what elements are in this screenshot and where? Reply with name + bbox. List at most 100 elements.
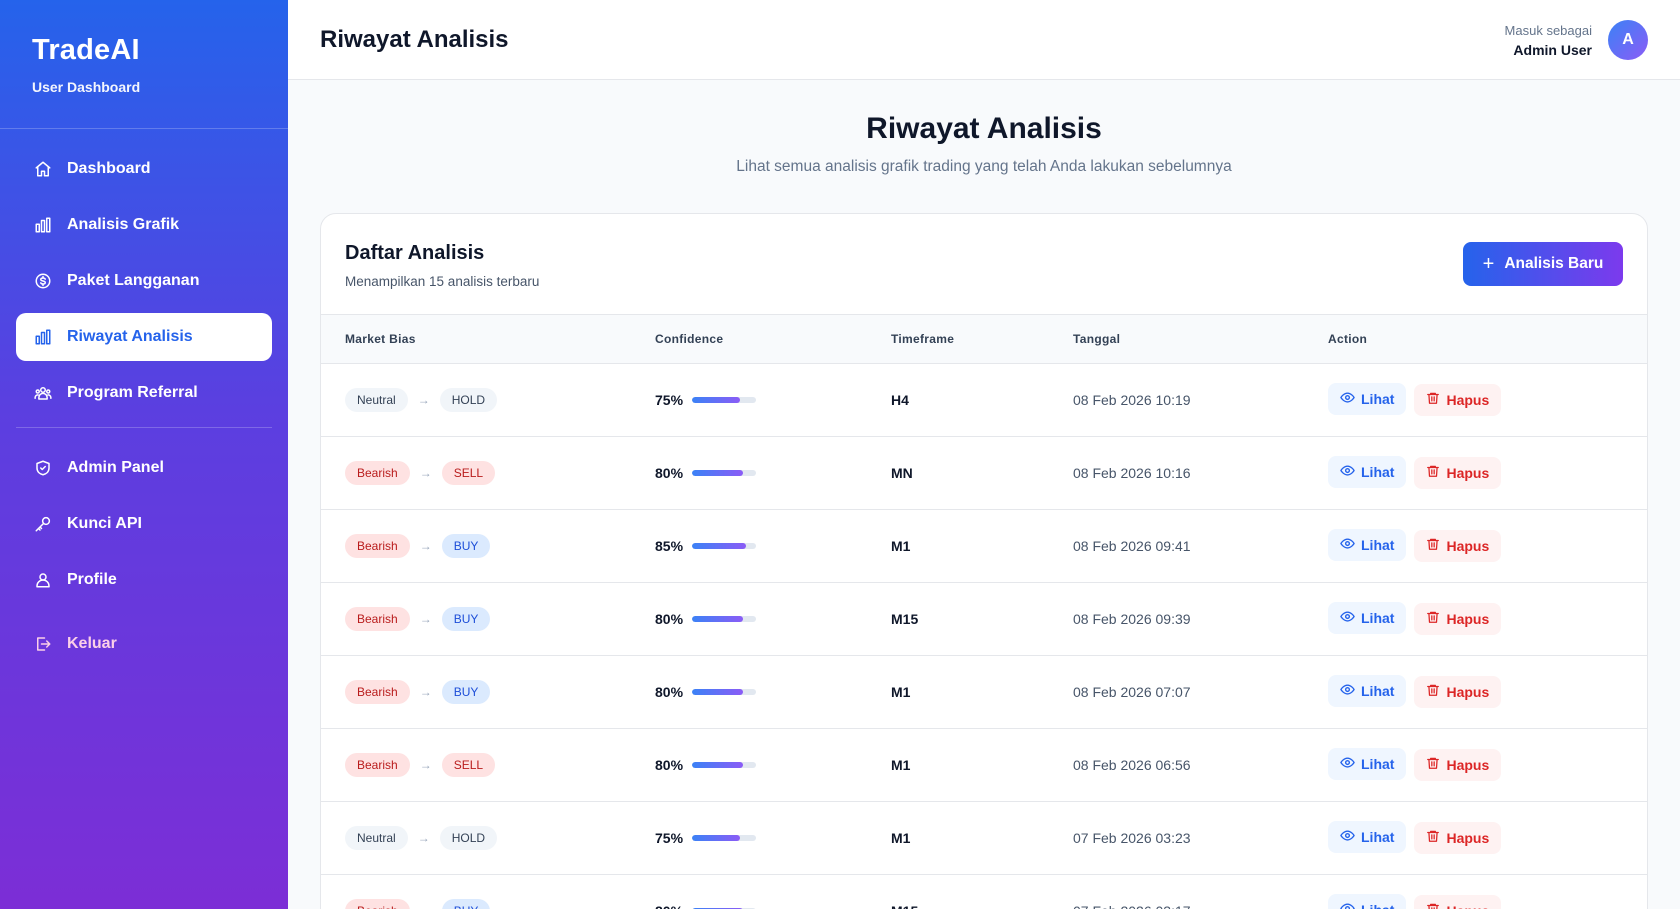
delete-label: Hapus xyxy=(1446,537,1490,554)
market-bias-cell: Neutral → HOLD xyxy=(321,363,655,436)
delete-button[interactable]: Hapus xyxy=(1414,383,1502,416)
sidebar-item-program-referral[interactable]: Program Referral xyxy=(16,369,272,417)
page-title: Riwayat Analisis xyxy=(866,112,1102,145)
table-header-row: Market Bias Confidence Timeframe Tanggal… xyxy=(321,315,1647,363)
delete-button[interactable]: Hapus xyxy=(1414,748,1502,781)
view-button[interactable]: Lihat xyxy=(1328,894,1407,909)
shield-icon xyxy=(33,458,53,478)
delete-button[interactable]: Hapus xyxy=(1414,456,1502,489)
confidence-value: 75% xyxy=(655,391,684,408)
date-cell: 08 Feb 2026 06:56 xyxy=(1073,756,1191,773)
action-cell: Lihat Hapus xyxy=(1328,582,1647,655)
sidebar-item-analisis-grafik[interactable]: Analisis Grafik xyxy=(16,201,272,249)
bias-badge: Neutral xyxy=(345,387,408,412)
page-subtitle: Lihat semua analisis grafik trading yang… xyxy=(736,158,1232,175)
confidence-cell: 80% xyxy=(655,728,891,801)
confidence-value: 80% xyxy=(655,464,684,481)
confidence-bar-fill xyxy=(692,615,744,622)
sidebar: TradeAI User Dashboard Dashboard Analisi… xyxy=(0,0,288,909)
delete-button[interactable]: Hapus xyxy=(1414,529,1502,562)
sidebar-item-label: Dashboard xyxy=(67,160,151,177)
avatar[interactable]: A xyxy=(1608,20,1648,60)
confidence-value: 80% xyxy=(655,756,684,773)
sidebar-item-riwayat-analisis[interactable]: Riwayat Analisis xyxy=(16,313,272,361)
table-row: Neutral → HOLD 75% H4 08 Feb 2026 10:19 Lihat H… xyxy=(321,363,1647,436)
sidebar-item-logout[interactable]: Keluar xyxy=(16,620,272,668)
trash-icon xyxy=(1426,829,1446,846)
sidebar-item-label: Profile xyxy=(67,571,117,588)
confidence-cell: 80% xyxy=(655,874,891,909)
market-bias-cell: Bearish → BUY xyxy=(321,509,655,582)
signal-badge: BUY xyxy=(441,533,491,558)
action-cell: Lihat Hapus xyxy=(1328,728,1647,801)
view-button[interactable]: Lihat xyxy=(1328,456,1407,489)
table-row: Bearish → SELL 80% MN 08 Feb 2026 10:16 Lihat H… xyxy=(321,436,1647,509)
sidebar-item-paket-langganan[interactable]: Paket Langganan xyxy=(16,257,272,305)
view-button[interactable]: Lihat xyxy=(1328,602,1407,635)
date-cell: 08 Feb 2026 10:16 xyxy=(1073,464,1191,481)
delete-button[interactable]: Hapus xyxy=(1414,675,1502,708)
action-cell: Lihat Hapus xyxy=(1328,655,1647,728)
arrow-right-icon: → xyxy=(419,538,432,553)
confidence-bar xyxy=(692,761,756,768)
eye-icon xyxy=(1340,682,1361,700)
timeframe-cell: H4 xyxy=(891,391,909,408)
market-bias-cell: Bearish → BUY xyxy=(321,582,655,655)
arrow-right-icon: → xyxy=(419,465,432,480)
delete-button[interactable]: Hapus xyxy=(1414,894,1502,909)
view-button[interactable]: Lihat xyxy=(1328,748,1407,781)
action-cell: Lihat Hapus xyxy=(1328,363,1647,436)
timeframe-cell: M1 xyxy=(891,537,911,554)
sidebar-item-dashboard[interactable]: Dashboard xyxy=(16,145,272,193)
view-button[interactable]: Lihat xyxy=(1328,675,1407,708)
arrow-right-icon: → xyxy=(419,611,432,626)
page-heading: Riwayat Analisis Lihat semua analisis gr… xyxy=(288,112,1680,176)
sidebar-item-label: Program Referral xyxy=(67,384,198,401)
confidence-value: 80% xyxy=(655,683,684,700)
user-icon xyxy=(33,570,53,590)
analysis-table: Market Bias Confidence Timeframe Tanggal… xyxy=(321,315,1647,909)
users-icon xyxy=(33,383,53,403)
view-button[interactable]: Lihat xyxy=(1328,529,1407,562)
trash-icon xyxy=(1426,464,1446,481)
confidence-bar-fill xyxy=(692,761,744,768)
user-menu[interactable]: Masuk sebagai Admin User A xyxy=(1505,20,1648,60)
sidebar-item-label: Analisis Grafik xyxy=(67,216,180,233)
signal-badge: HOLD xyxy=(439,387,498,412)
nav-divider xyxy=(16,427,272,428)
eye-icon xyxy=(1340,390,1361,408)
confidence-bar xyxy=(692,469,756,476)
confidence-bar xyxy=(692,615,756,622)
delete-label: Hapus xyxy=(1446,464,1490,481)
confidence-bar-fill xyxy=(692,688,744,695)
action-cell: Lihat Hapus xyxy=(1328,436,1647,509)
view-label: Lihat xyxy=(1361,537,1395,554)
confidence-bar xyxy=(692,542,756,549)
new-analysis-button[interactable]: + Analisis Baru xyxy=(1463,242,1623,286)
trash-icon xyxy=(1426,902,1446,909)
view-button[interactable]: Lihat xyxy=(1328,821,1407,854)
sidebar-item-kunci-api[interactable]: Kunci API xyxy=(16,500,272,548)
sidebar-item-profile[interactable]: Profile xyxy=(16,556,272,604)
sidebar-item-admin-panel[interactable]: Admin Panel xyxy=(16,444,272,492)
eye-icon xyxy=(1340,536,1361,554)
home-icon xyxy=(33,159,53,179)
timeframe-cell: M1 xyxy=(891,756,911,773)
view-label: Lihat xyxy=(1361,683,1395,700)
view-button[interactable]: Lihat xyxy=(1328,383,1407,416)
column-header-market-bias: Market Bias xyxy=(345,331,416,346)
trash-icon xyxy=(1426,683,1446,700)
key-icon xyxy=(33,514,53,534)
date-cell: 08 Feb 2026 07:07 xyxy=(1073,683,1191,700)
signal-badge: SELL xyxy=(441,460,496,485)
delete-button[interactable]: Hapus xyxy=(1414,821,1502,854)
delete-button[interactable]: Hapus xyxy=(1414,602,1502,635)
signal-badge: HOLD xyxy=(439,825,498,850)
column-header-tanggal: Tanggal xyxy=(1073,331,1121,346)
market-bias-cell: Bearish → SELL xyxy=(321,728,655,801)
view-label: Lihat xyxy=(1361,756,1395,773)
bar-chart-icon xyxy=(33,327,53,347)
delete-label: Hapus xyxy=(1446,610,1490,627)
eye-icon xyxy=(1340,609,1361,627)
table-row: Neutral → HOLD 75% M1 07 Feb 2026 03:23 Lihat H… xyxy=(321,801,1647,874)
